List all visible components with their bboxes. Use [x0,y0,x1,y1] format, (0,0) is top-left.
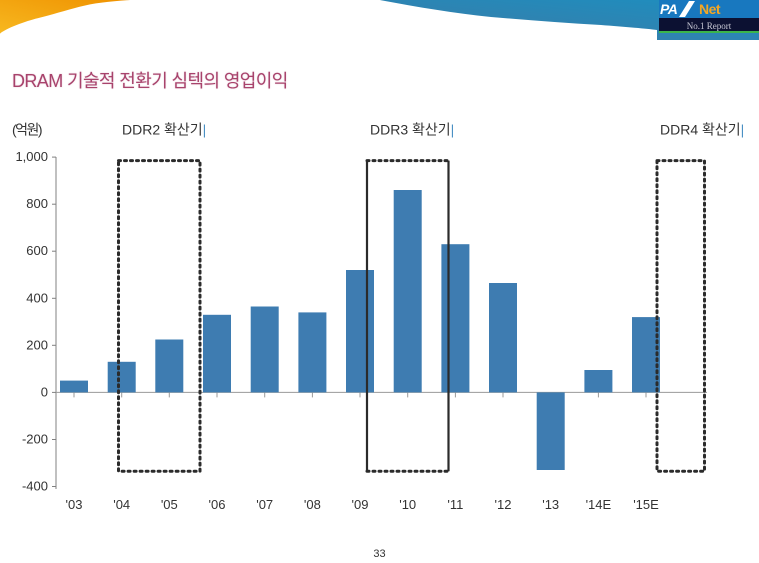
svg-text:'09: '09 [352,497,369,512]
svg-text:0: 0 [41,384,48,399]
svg-text:200: 200 [26,337,48,352]
svg-text:PA: PA [660,1,678,17]
svg-text:'11: '11 [447,497,463,512]
svg-text:-200: -200 [22,432,48,447]
svg-text:600: 600 [26,243,48,258]
svg-text:(억원): (억원) [12,122,42,138]
svg-text:800: 800 [26,196,48,211]
svg-text:'05: '05 [161,497,178,512]
svg-text:Net: Net [699,1,721,17]
svg-text:'12: '12 [495,497,512,512]
svg-text:'07: '07 [256,497,273,512]
svg-text:'08: '08 [304,497,321,512]
svg-text:'15E: '15E [633,497,659,512]
svg-text:1,000: 1,000 [15,149,48,164]
svg-text:'04: '04 [113,497,130,512]
svg-text:DDR2 확산기|: DDR2 확산기| [122,122,206,138]
svg-text:400: 400 [26,290,48,305]
svg-text:'14E: '14E [586,497,612,512]
svg-text:'03: '03 [66,497,83,512]
svg-text:DDR4 확산기|: DDR4 확산기| [660,122,744,138]
svg-text:DDR3 확산기|: DDR3 확산기| [370,122,454,138]
svg-text:'10: '10 [399,497,416,512]
svg-text:-400: -400 [22,479,48,494]
svg-text:'06: '06 [209,497,226,512]
svg-text:'13: '13 [542,497,559,512]
